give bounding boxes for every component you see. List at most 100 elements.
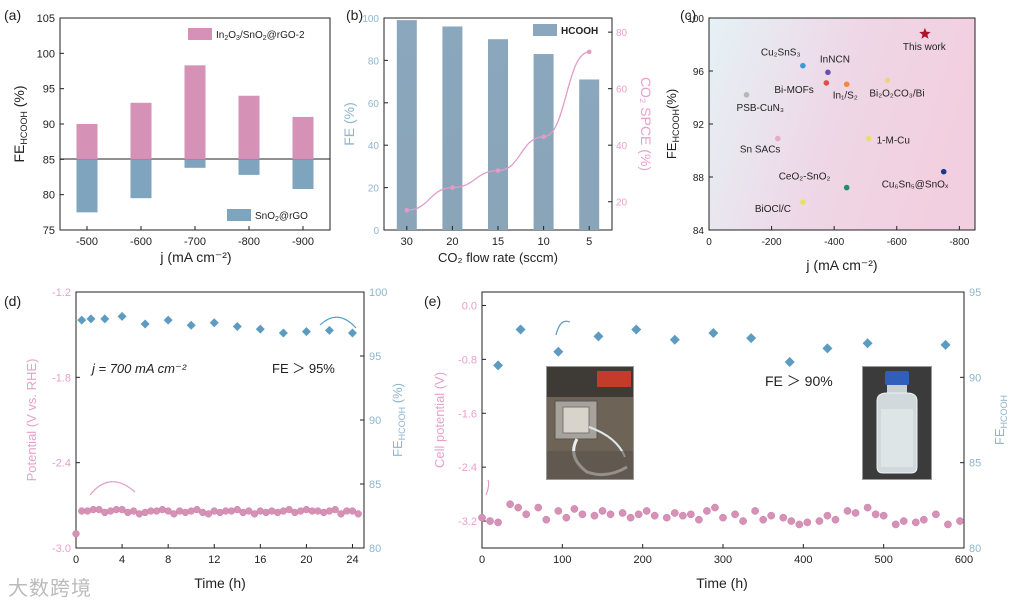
- ytick-label: 90: [43, 119, 55, 131]
- ytick-label: 80: [368, 56, 380, 67]
- ytick-label: 105: [37, 13, 55, 25]
- spce-point: [586, 49, 592, 55]
- potential-point: [678, 511, 687, 520]
- bar-hcooh: [488, 39, 508, 231]
- ytick-label: 95: [43, 84, 55, 96]
- spce-point: [404, 207, 410, 213]
- point-label: Sn SACs: [740, 145, 781, 156]
- panel-b-y2label: CO₂ SPCE (%): [638, 77, 654, 171]
- potential-point: [803, 518, 812, 527]
- potential-point: [245, 507, 253, 515]
- potential-point: [944, 520, 952, 529]
- potential-point: [578, 510, 587, 519]
- panel-d: (d) -3.0 -2.4 -1.8 -1.2 80 85 90 95 100 0 4 8 12 16…: [4, 287, 407, 591]
- fe-point: [232, 322, 242, 332]
- panel-a-xlabel: j (mA cm⁻²): [159, 249, 231, 265]
- xtick-label: 500: [874, 554, 892, 566]
- bar-sno2: [292, 159, 314, 190]
- xtick-label: 12: [208, 554, 220, 566]
- potential-point: [687, 510, 695, 519]
- potential-point: [711, 503, 719, 512]
- xtick-label: 5: [586, 236, 592, 248]
- bar-hcooh: [579, 79, 600, 230]
- fe-point: [593, 331, 604, 342]
- bar-hcooh: [396, 20, 417, 231]
- fe-point: [347, 328, 357, 338]
- panel-d-y2label: FEHCOOH (%): [390, 383, 407, 457]
- panel-b: (b) 0 20 40 60 80 100 20 40 60 80 30 20 15 10 5 HCOO…: [341, 7, 654, 265]
- ytick-label: 85: [43, 154, 55, 166]
- y2tick-label: 85: [369, 479, 381, 491]
- ytick-label: -3.0: [52, 543, 71, 555]
- potential-point: [534, 503, 543, 512]
- potential-point: [899, 517, 908, 525]
- point-marker: [743, 92, 750, 98]
- ytick-label: 60: [368, 99, 380, 110]
- xtick-label: -700: [184, 236, 206, 248]
- panel-a-tag: (a): [4, 7, 21, 23]
- fe-point: [708, 327, 719, 338]
- panel-d-current-note: j = 700 mA cm⁻²: [90, 361, 187, 376]
- xtick-label: -800: [238, 236, 260, 248]
- potential-point: [478, 513, 486, 522]
- point-label: This work: [903, 42, 947, 53]
- panel-a-ylabel: FEHCOOH (%): [11, 85, 29, 162]
- ytick-label: -1.6: [458, 408, 477, 420]
- spce-line: [406, 51, 590, 211]
- potential-point: [626, 513, 635, 522]
- xtick-label: 15: [492, 236, 504, 248]
- potential-point: [542, 515, 551, 524]
- panel-d-fe-note: FE ＞ 95%: [272, 361, 335, 376]
- y2tick-label: 95: [969, 287, 981, 299]
- xtick-label: 30: [401, 236, 413, 248]
- potential-point: [590, 511, 599, 520]
- fe-point: [255, 324, 265, 334]
- potential-point: [285, 505, 293, 514]
- potential-point: [662, 513, 671, 522]
- fe-point: [862, 338, 873, 349]
- panel-d-xticks: 0 4 8 12 16 20 24: [73, 544, 359, 566]
- xtick-label: 600: [955, 554, 973, 566]
- fe-point: [822, 343, 833, 354]
- fe-point: [669, 334, 680, 345]
- ytick-label: -2.4: [458, 462, 477, 474]
- potential-point: [650, 511, 659, 520]
- panel-e: (e) -3.2 -2.4 -1.6 -0.8 0.0 80 85 90 95 0 100 200…: [424, 287, 1009, 591]
- ytick-label: -2.4: [52, 458, 71, 470]
- panel-d-y2ticks: 80 85 90 95 100: [360, 287, 387, 555]
- potential-point: [843, 507, 852, 515]
- potential-point: [911, 518, 920, 527]
- panel-a: (a) 75 80 85 90 95 100 105 -500 -600 -700 -800 -90…: [4, 7, 331, 265]
- potential-point: [506, 500, 514, 509]
- point-label: PSB-CuN₃: [737, 103, 784, 114]
- potential-point: [554, 507, 563, 515]
- potential-point: [751, 507, 759, 515]
- panel-e-xlabel: Time (h): [696, 575, 748, 591]
- bar-in2o3: [184, 65, 206, 160]
- panel-c-ylabel: FEHCOOH(%): [664, 89, 681, 159]
- potential-point: [863, 503, 872, 512]
- fe-point: [746, 333, 757, 344]
- potential-point: [919, 515, 928, 524]
- fe-point: [631, 324, 642, 335]
- xtick-label: 8: [165, 554, 171, 566]
- point-marker: [884, 77, 891, 84]
- xtick-label: -500: [76, 236, 98, 248]
- ytick-label: -1.2: [52, 287, 71, 299]
- panel-d-fe-series: [77, 311, 357, 338]
- fe-point: [77, 315, 87, 325]
- xtick-label: 24: [346, 554, 358, 566]
- potential-point: [562, 513, 571, 522]
- potential-point: [932, 510, 940, 519]
- panel-b-ylabel: FE (%): [341, 102, 357, 146]
- panel-d-xlabel: Time (h): [194, 575, 246, 591]
- potential-point: [956, 517, 964, 525]
- y2tick-label: 20: [616, 198, 628, 209]
- panel-e-arrow-left: [485, 479, 490, 496]
- fe-point: [324, 325, 334, 335]
- xtick-label: -200: [762, 237, 782, 248]
- fe-point: [940, 339, 951, 350]
- bar-in2o3: [292, 116, 314, 160]
- potential-point: [767, 511, 776, 520]
- potential-point: [606, 510, 615, 519]
